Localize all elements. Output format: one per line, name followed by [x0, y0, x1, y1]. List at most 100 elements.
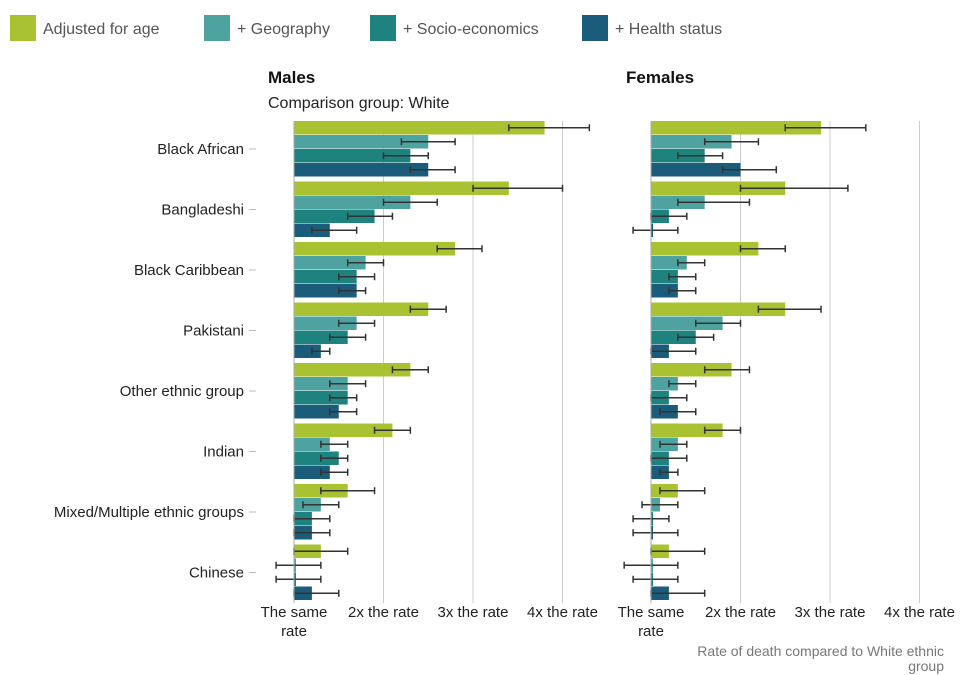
error-bar [382, 198, 438, 206]
error-bar [346, 212, 394, 220]
error-bar [632, 575, 679, 583]
legend-label-health-status: + Health status [615, 21, 722, 38]
error-bar [382, 152, 429, 160]
bar-black-caribbean-health-status [651, 284, 678, 298]
bar-pakistani-socio-economics [651, 330, 696, 344]
bar-other-ethnic-group-socio-economics [294, 391, 348, 405]
x-tick-label: 2x the rate [705, 604, 776, 621]
error-bar [668, 380, 697, 388]
legend-swatch-adjusted-for-age [10, 15, 36, 41]
error-bar [329, 333, 367, 341]
error-bar [409, 305, 447, 313]
males-panel: The same rate 2x the rate 3x the rate 4x the… [261, 121, 598, 640]
legend-label-adjusted-for-age: Adjusted for age [43, 21, 160, 38]
bar-black-african-adjusted-for-age [651, 121, 822, 135]
error-bar [275, 575, 322, 583]
error-bar [703, 138, 760, 146]
error-bar [677, 259, 706, 267]
x-axis-title: Rate of death compared to White ethnic gr… [697, 643, 944, 674]
bar-black-african-geography [651, 135, 732, 149]
error-bar [320, 487, 376, 495]
error-bar [632, 529, 679, 537]
error-bar [329, 380, 367, 388]
error-bar [784, 124, 867, 132]
error-bar [659, 440, 688, 448]
error-bar [695, 319, 742, 327]
error-bar [721, 166, 778, 174]
bar-pakistani-geography [651, 316, 723, 330]
category-labels: Black African Bangladeshi Black Caribbean P… [54, 141, 256, 582]
error-bar [391, 366, 429, 374]
category-label-pakistani: Pakistani [183, 323, 244, 340]
legend-label-geography: + Geography [237, 21, 330, 38]
category-label-chinese: Chinese [189, 565, 244, 582]
error-bar [320, 440, 349, 448]
x-tick-label: The same rate [261, 604, 328, 640]
error-bar [508, 124, 591, 132]
bar-black-african-socio-economics [294, 149, 411, 163]
error-bar [677, 333, 715, 341]
bar-black-caribbean-health-status [294, 284, 357, 298]
category-label-black-african: Black African [157, 141, 244, 158]
error-bar [329, 394, 358, 402]
x-tick-label: 4x the rate [527, 604, 598, 621]
legend-swatch-geography [204, 15, 230, 41]
bar-other-ethnic-group-geography [651, 377, 678, 391]
bar-bangladeshi-adjusted-for-age [294, 181, 509, 195]
bar-bangladeshi-adjusted-for-age [651, 181, 786, 195]
error-bar [338, 287, 367, 295]
error-bar [739, 184, 849, 192]
bar-black-caribbean-socio-economics [294, 270, 357, 284]
legend: Adjusted for age + Geography + Socio-econo… [10, 15, 722, 41]
category-label-mixed-multiple-ethnic-groups: Mixed/Multiple ethnic groups [54, 504, 244, 521]
error-bar [409, 166, 456, 174]
bar-indian-adjusted-for-age [294, 423, 393, 437]
x-axis-title-text: Rate of death compared to White ethnic gr… [697, 643, 944, 674]
error-bar [668, 287, 697, 295]
x-tick-label: 3x the rate [795, 604, 866, 621]
error-bar [677, 198, 751, 206]
bar-other-ethnic-group-adjusted-for-age [294, 363, 411, 377]
error-bar [275, 561, 322, 569]
females-panel: The same rate 2x the rate 3x the rate 4x the… [618, 121, 955, 640]
bar-black-african-geography [294, 135, 429, 149]
bar-pakistani-adjusted-for-age [651, 302, 786, 316]
bar-other-ethnic-group-adjusted-for-age [651, 363, 732, 377]
error-bar [632, 226, 679, 234]
females-panel-title: Females [626, 68, 694, 87]
error-bar [320, 468, 349, 476]
bar-pakistani-adjusted-for-age [294, 302, 429, 316]
bar-pakistani-socio-economics [294, 330, 348, 344]
error-bar [739, 245, 786, 253]
error-bar [659, 468, 679, 476]
error-bar [757, 305, 822, 313]
bar-black-caribbean-adjusted-for-age [651, 242, 759, 256]
x-tick-label: 2x the rate [348, 604, 419, 621]
bar-black-caribbean-socio-economics [651, 270, 678, 284]
error-bar [338, 319, 376, 327]
error-bar [641, 501, 679, 509]
bar-other-ethnic-group-geography [294, 377, 348, 391]
category-label-black-caribbean: Black Caribbean [134, 262, 244, 279]
error-bar [400, 138, 456, 146]
error-bar [373, 426, 412, 434]
legend-swatch-health-status [582, 15, 608, 41]
bar-black-african-adjusted-for-age [294, 121, 545, 135]
error-bar [311, 347, 331, 355]
error-bar [320, 454, 349, 462]
bar-black-caribbean-adjusted-for-age [294, 242, 456, 256]
x-tick-label: 3x the rate [438, 604, 509, 621]
error-bar [659, 487, 706, 495]
error-bar [659, 408, 697, 416]
error-bar [311, 226, 358, 234]
error-bar [302, 501, 340, 509]
males-panel-title: Males [268, 68, 315, 87]
category-label-indian: Indian [203, 444, 244, 461]
legend-swatch-socio-economics [370, 15, 396, 41]
bar-black-african-health-status [651, 163, 741, 177]
x-tick-label: The same rate [618, 604, 685, 640]
error-bar [346, 259, 385, 267]
error-bar [703, 426, 742, 434]
comparison-group-subtitle: Comparison group: White [268, 95, 450, 112]
